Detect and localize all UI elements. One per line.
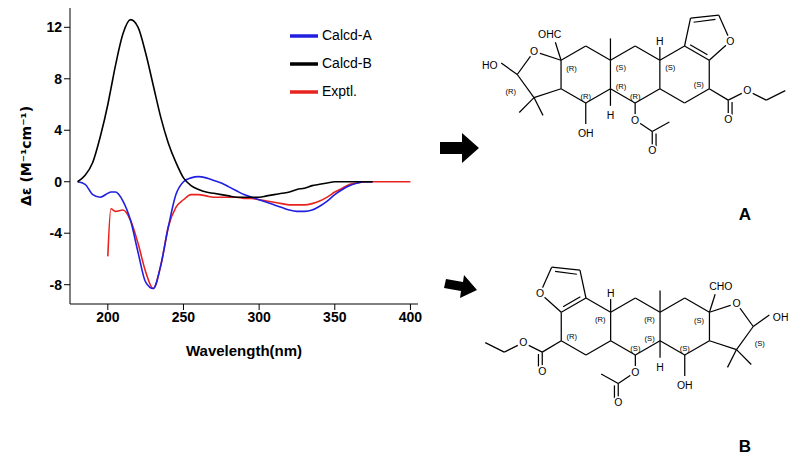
svg-text:B: B <box>739 437 751 456</box>
svg-text:O: O <box>648 145 656 156</box>
svg-text:OH: OH <box>578 128 594 139</box>
svg-text:H: H <box>656 362 664 373</box>
svg-text:(S): (S) <box>616 63 627 72</box>
svg-text:400: 400 <box>399 309 423 325</box>
svg-text:(R): (R) <box>566 332 577 341</box>
svg-text:(R): (R) <box>644 315 655 324</box>
html-text:Calcd-B: Calcd-B <box>322 54 372 71</box>
svg-text:(S): (S) <box>630 344 641 353</box>
svg-text:O: O <box>538 366 546 377</box>
svg-text:A: A <box>739 205 751 224</box>
svg-text:(R): (R) <box>580 92 591 101</box>
svg-text:(S): (S) <box>694 80 705 89</box>
svg-text:OH: OH <box>677 380 693 391</box>
svg-text:4: 4 <box>54 122 62 138</box>
html-text:Exptl.: Exptl. <box>322 82 357 99</box>
svg-text:O: O <box>726 36 734 47</box>
svg-text:(S): (S) <box>645 334 656 343</box>
svg-text:0: 0 <box>54 174 62 190</box>
svg-text:O: O <box>631 115 639 126</box>
svg-text:H: H <box>656 36 664 47</box>
svg-text:(S): (S) <box>680 344 691 353</box>
svg-text:-4: -4 <box>50 225 63 241</box>
svg-text:(S): (S) <box>694 316 705 325</box>
svg-text:350: 350 <box>323 309 347 325</box>
svg-text:300: 300 <box>247 309 271 325</box>
svg-text:H: H <box>607 110 615 121</box>
svg-text:Δε (M⁻¹cm⁻¹): Δε (M⁻¹cm⁻¹) <box>18 106 34 206</box>
svg-text:O: O <box>743 85 751 96</box>
svg-text:OHC: OHC <box>538 29 562 40</box>
svg-text:Wavelength(nm): Wavelength(nm) <box>186 342 302 359</box>
svg-text:(R): (R) <box>616 82 627 91</box>
svg-text:O: O <box>631 367 639 378</box>
svg-text:CHO: CHO <box>709 281 732 292</box>
svg-text:12: 12 <box>46 19 62 35</box>
svg-text:250: 250 <box>172 309 196 325</box>
svg-text:O: O <box>519 337 527 348</box>
html-text:Calcd-A: Calcd-A <box>322 26 372 43</box>
svg-text:OH: OH <box>773 312 788 323</box>
svg-text:HO: HO <box>482 60 498 71</box>
svg-text:H: H <box>607 288 615 299</box>
svg-text:(R): (R) <box>595 315 606 324</box>
svg-text:200: 200 <box>96 309 120 325</box>
svg-text:(S): (S) <box>755 339 766 348</box>
svg-text:(R): (R) <box>630 92 641 101</box>
svg-text:-8: -8 <box>50 277 63 293</box>
svg-text:O: O <box>530 46 538 57</box>
svg-text:O: O <box>724 114 732 125</box>
svg-text:8: 8 <box>54 71 62 87</box>
svg-text:O: O <box>732 298 740 309</box>
svg-text:(S): (S) <box>665 63 676 72</box>
svg-text:O: O <box>536 288 544 299</box>
svg-text:(R): (R) <box>505 87 516 96</box>
svg-text:O: O <box>614 397 622 408</box>
svg-text:(R): (R) <box>566 64 577 73</box>
